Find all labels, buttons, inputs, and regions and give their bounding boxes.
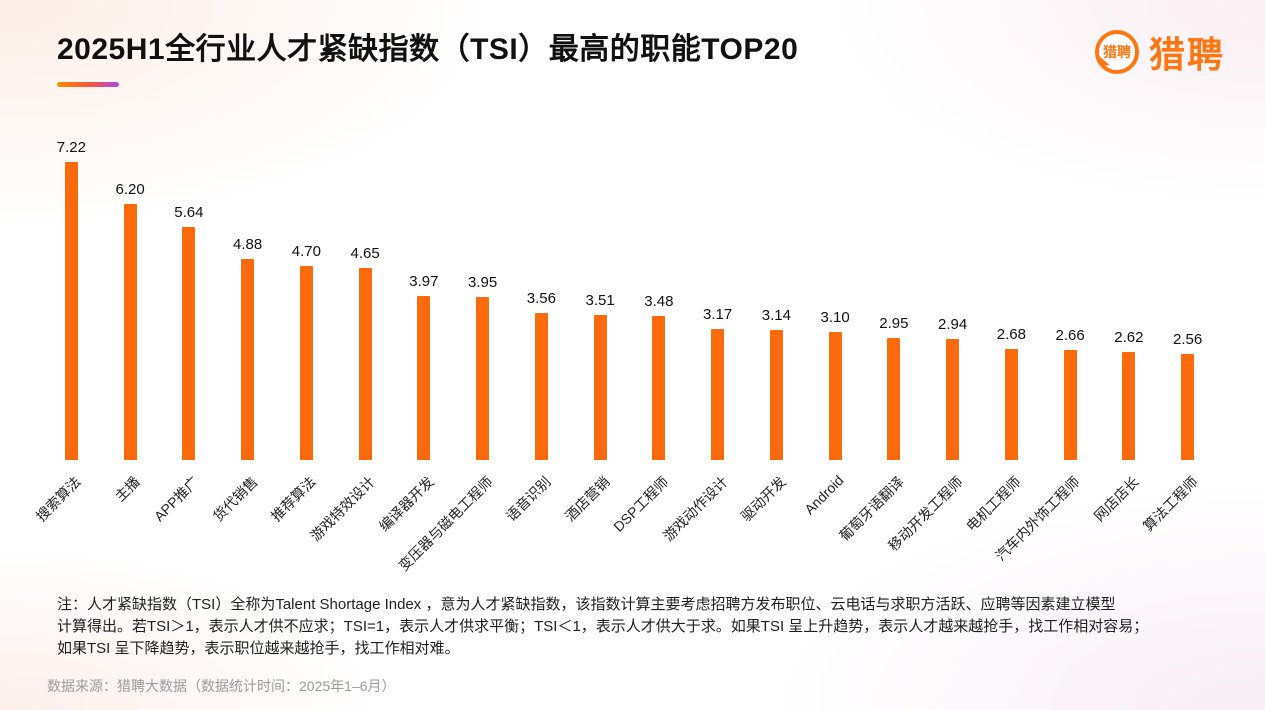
category-label: 算法工程师 [1139, 473, 1201, 535]
title-underline [57, 82, 119, 87]
bar-value-label: 4.88 [233, 236, 263, 253]
liepin-logo-text: 猎聘 [1148, 34, 1225, 75]
bar [593, 315, 607, 460]
bar-value-label: 2.95 [879, 315, 909, 332]
footnote: 注：人才紧缺指数（TSI）全称为Talent Shortage Index ，意… [57, 594, 1205, 660]
category-label: 驱动开发 [738, 473, 790, 525]
bar [711, 329, 725, 460]
category-label: 语音识别 [503, 473, 555, 525]
bar-column: 3.95 变压器与磁电工程师 [395, 128, 512, 574]
bar-value-label: 2.56 [1173, 331, 1203, 348]
category-label: 主播 [111, 473, 143, 505]
data-source: 数据来源：猎聘大数据（数据统计时间：2025年1–6月） [47, 678, 396, 694]
bar-value-label: 2.68 [996, 326, 1026, 343]
bar [123, 204, 137, 460]
bar-column: 3.48 DSP工程师 [610, 128, 689, 535]
liepin-logo-icon-text: 猎聘 [1102, 44, 1131, 60]
header: 2025H1全行业人才紧缺指数（TSI）最高的职能TOP20 猎聘 猎聘 [57, 24, 1225, 87]
bar [534, 313, 548, 460]
category-label: 酒店营销 [561, 473, 613, 525]
bar [769, 330, 783, 460]
bar-value-label: 6.20 [115, 181, 145, 198]
category-label: 搜索算法 [33, 473, 85, 525]
bar [182, 227, 196, 460]
bar [64, 162, 78, 460]
footnote-line-2: 计算得出。若TSI＞1，表示人才供不应求；TSI=1，表示人才供求平衡；TSI＜… [57, 618, 1149, 635]
bar-column: 4.65 游戏特效设计 [307, 128, 395, 544]
bar-value-label: 3.95 [468, 274, 498, 291]
bar-value-label: 3.17 [703, 306, 733, 323]
bar-column: 3.51 酒店营销 [562, 128, 630, 524]
bar-column: 3.97 编译器开发 [376, 128, 454, 534]
bar-column: 2.66 汽车内外饰工程师 [992, 128, 1100, 564]
category-label: Android [800, 472, 847, 518]
bar-value-label: 3.56 [526, 290, 556, 307]
bar-column: 4.88 货代销售 [209, 128, 277, 524]
bar [417, 296, 431, 460]
bar [358, 268, 372, 460]
bar-value-label: 2.94 [938, 316, 968, 333]
bar [299, 266, 313, 460]
bar-value-label: 3.51 [585, 292, 615, 309]
bar-value-label: 3.14 [761, 307, 791, 324]
footnote-line-3: 如果TSI 呈下降趋势，表示职位越来越抢手，找工作相对难。 [57, 640, 460, 657]
bar [1122, 352, 1136, 460]
bar [946, 339, 960, 460]
bar-value-label: 3.97 [409, 273, 439, 290]
category-label: 货代销售 [209, 473, 261, 525]
bar [887, 338, 901, 460]
liepin-logo: 猎聘 猎聘 [1094, 26, 1225, 78]
category-label: APP推广 [150, 473, 202, 525]
bar-column: 2.95 葡萄牙语翻译 [836, 128, 924, 544]
bar [828, 332, 842, 460]
bar-column: 6.20 主播 [101, 128, 160, 505]
category-label: 网店店长 [1090, 473, 1142, 525]
bar-column: 2.56 算法工程师 [1140, 128, 1217, 534]
bar-column: 7.22 搜索算法 [33, 128, 101, 524]
bar-column: 2.68 电机工程师 [963, 128, 1041, 534]
liepin-logo-icon: 猎聘 [1094, 30, 1139, 74]
bar [1063, 350, 1077, 460]
bar [1181, 354, 1195, 460]
bar-column: 3.17 游戏动作设计 [660, 128, 747, 544]
footnote-line-1: 注：人才紧缺指数（TSI）全称为Talent Shortage Index ，意… [57, 596, 1116, 613]
bar-value-label: 5.64 [174, 204, 204, 221]
bar-column: 2.62 网店店长 [1091, 128, 1159, 524]
bar-value-label: 4.70 [291, 243, 321, 260]
bar-column: 3.56 语音识别 [503, 128, 571, 524]
bar [476, 297, 490, 460]
bar-column: 3.10 Android [801, 128, 865, 517]
bar [652, 316, 666, 460]
bar-column: 2.94 移动开发工程师 [885, 128, 982, 554]
bar-column: 5.64 APP推广 [151, 128, 219, 524]
bar-value-label: 2.66 [1055, 327, 1085, 344]
bar-value-label: 2.62 [1114, 329, 1144, 346]
category-label: 推荐算法 [268, 473, 320, 525]
bar-chart: 7.22 搜索算法 6.20 主播 5.64 APP推广 4.88 货代销售 4.70 推荐算法 4… [33, 128, 1217, 574]
bar-value-label: 3.10 [820, 309, 850, 326]
bar-column: 4.70 推荐算法 [268, 128, 336, 524]
bar-value-label: 3.48 [644, 293, 674, 310]
bar-value-label: 7.22 [56, 139, 86, 156]
bar-column: 3.14 驱动开发 [738, 128, 806, 524]
title-block: 2025H1全行业人才紧缺指数（TSI）最高的职能TOP20 [57, 24, 798, 87]
bar-value-label: 4.65 [350, 245, 380, 262]
page-title: 2025H1全行业人才紧缺指数（TSI）最高的职能TOP20 [57, 33, 799, 66]
bar [1004, 349, 1018, 460]
bar [241, 259, 255, 460]
